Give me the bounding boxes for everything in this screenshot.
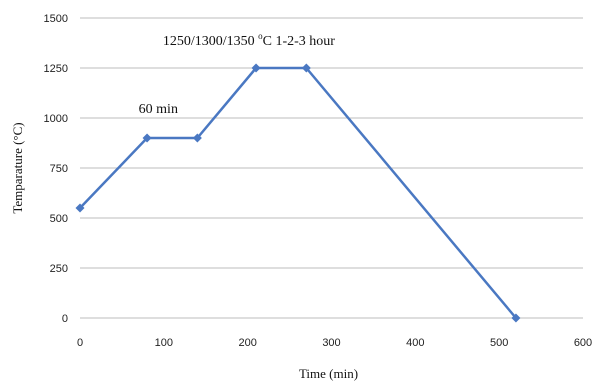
x-tick-label: 200 [238, 337, 256, 349]
hold-annotation-rest: C 1-2-3 hour [263, 34, 336, 49]
y-tick-label: 250 [50, 263, 68, 275]
x-axis-title: Time (min) [299, 366, 358, 381]
y-tick-label: 1500 [44, 13, 68, 25]
y-axis-title: Temparature (°C) [10, 122, 25, 213]
hold-annotation-label: 1250/1300/1350 oC 1-2-3 hour [163, 31, 335, 49]
annotations: 1250/1300/1350 oC 1-2-3 hour 60 min [139, 31, 336, 117]
x-tick-label: 400 [406, 337, 424, 349]
axis-titles: Time (min) Temparature (°C) [10, 122, 358, 381]
data-point [192, 133, 202, 143]
y-tick-label: 1000 [44, 113, 68, 125]
data-point [75, 203, 85, 213]
y-tick-label: 500 [50, 213, 68, 225]
data-point [511, 313, 521, 323]
series-line [79, 66, 517, 319]
x-tick-label: 500 [490, 337, 508, 349]
grid-lines [80, 17, 583, 269]
dwell-annotation-label: 60 min [139, 102, 178, 117]
x-tick-label: 300 [322, 337, 340, 349]
y-tick-label: 0 [62, 313, 68, 325]
data-point [301, 63, 311, 73]
hold-annotation-main: 1250/1300/1350 [163, 34, 258, 49]
y-tick-label: 750 [50, 163, 68, 175]
y-tick-label: 1250 [44, 63, 68, 75]
hold-annotation-degree: o [258, 31, 263, 41]
x-tick-label: 600 [574, 337, 592, 349]
x-tick-label: 100 [155, 337, 173, 349]
x-tick-label: 0 [77, 337, 83, 349]
data-point [251, 63, 261, 73]
data-series [79, 66, 517, 319]
data-point [142, 133, 152, 143]
tick-labels: 0 250 500 750 1000 1250 1500 0 100 200 300 400 500 60… [44, 13, 593, 349]
data-markers [75, 63, 521, 323]
